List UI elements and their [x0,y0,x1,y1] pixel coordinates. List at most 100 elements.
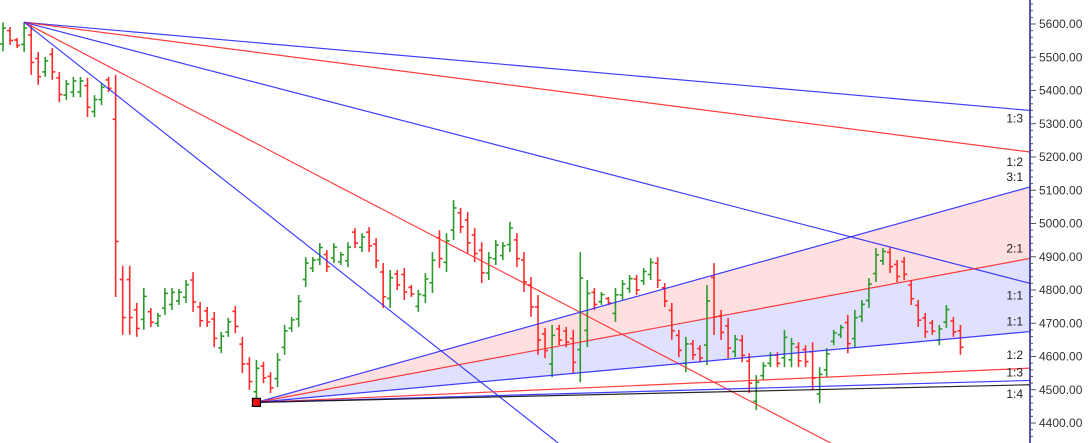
price-bar [56,71,63,103]
price-bar [352,228,358,249]
price-bar [788,337,795,368]
price-bar [633,275,640,295]
price-bar [732,334,739,358]
fan-label: 1:1 [1006,315,1023,329]
fan-line-1x2 [24,21,1031,153]
y-tick-label: 4900.00 [1039,250,1083,264]
price-bar [161,288,168,315]
price-bar [844,314,851,354]
price-bar [267,372,274,394]
price-bar [549,324,556,378]
fan-line-1x1 [23,21,1031,284]
price-bar [154,312,161,327]
price-bar [661,283,668,307]
price-bar [725,317,732,359]
fan-label: 2:1 [1006,241,1023,255]
price-bar [668,302,675,340]
price-bar [246,357,253,390]
price-bar [253,359,260,403]
price-bar [901,257,908,281]
y-tick-label: 4600.00 [1039,350,1083,364]
price-bar [49,47,56,80]
price-bar [344,242,351,268]
price-bar [887,247,894,274]
anchor-handle[interactable] [251,397,262,407]
price-bar [42,56,49,77]
fan-line-1x2 [256,367,1031,403]
price-bar [147,307,154,327]
price-bar [781,329,788,368]
price-bar [675,329,682,358]
price-bar [14,37,21,48]
price-bar [760,362,767,381]
price-bar [288,316,295,332]
price-bar [450,199,457,241]
price-bar [929,319,936,335]
price-bar [112,74,119,297]
price-bar [528,277,534,317]
price-bar [922,312,929,338]
price-bar [63,79,70,101]
price-bar [957,324,964,355]
price-bar [704,285,710,366]
price-bar [499,242,506,261]
price-bar [330,243,337,264]
price-bar [380,263,387,308]
price-bar [119,265,126,335]
price-bar [274,353,281,388]
price-bar [556,324,563,346]
y-tick-label: 4400.00 [1039,416,1083,430]
price-bar [408,285,415,297]
price-bar [415,290,422,312]
fan-labels: 1:3 1:2 1:1 3:1 2:1 1:1 1:2 1:3 1:4 [1006,111,1023,400]
y-tick-label: 5300.00 [1039,117,1083,131]
fan-label: 1:3 [1006,111,1023,125]
price-bar [830,329,837,346]
price-bar [542,327,549,359]
price-bar [584,280,591,348]
price-bar [457,207,464,234]
price-bar [908,280,915,305]
price-bar [950,316,957,337]
price-bar [429,252,436,293]
price-bar [281,324,288,355]
price-bar [7,26,14,45]
price-bar [387,270,394,308]
price-bar [0,22,6,52]
price-bar [443,233,450,273]
price-bar [837,324,844,338]
price-bar [943,304,950,328]
fan-line-1x3 [256,379,1031,403]
price-bar [795,342,802,368]
price-bar [513,233,520,268]
price-bar [140,288,147,330]
price-bar [915,299,922,327]
price-bar [577,252,584,383]
y-tick-label: 4700.00 [1039,316,1083,330]
y-tick-label: 5400.00 [1039,84,1083,98]
y-tick-label: 5100.00 [1039,183,1083,197]
price-bar [696,345,703,363]
price-bar [176,289,182,305]
price-bar [746,353,753,394]
price-bar [239,336,246,374]
y-tick-label: 4500.00 [1039,383,1083,397]
price-bar [570,329,577,374]
price-bar [689,339,696,360]
price-bar [77,76,84,98]
fan-anchor[interactable] [251,397,262,407]
price-bar [190,272,197,312]
price-bar [218,331,225,354]
fan-line-1x4 [256,384,1031,403]
price-bar [520,252,527,292]
price-bar [485,252,492,281]
price-bar [436,230,443,269]
price-bar [211,311,218,348]
price-bar [464,211,471,254]
price-bar [619,280,626,300]
price-bar [126,265,133,335]
price-bar [563,326,570,348]
price-bar [506,221,513,253]
price-axis[interactable]: 5600.00 5500.00 5400.00 5300.00 5200.00 5100.… [1029,0,1083,443]
